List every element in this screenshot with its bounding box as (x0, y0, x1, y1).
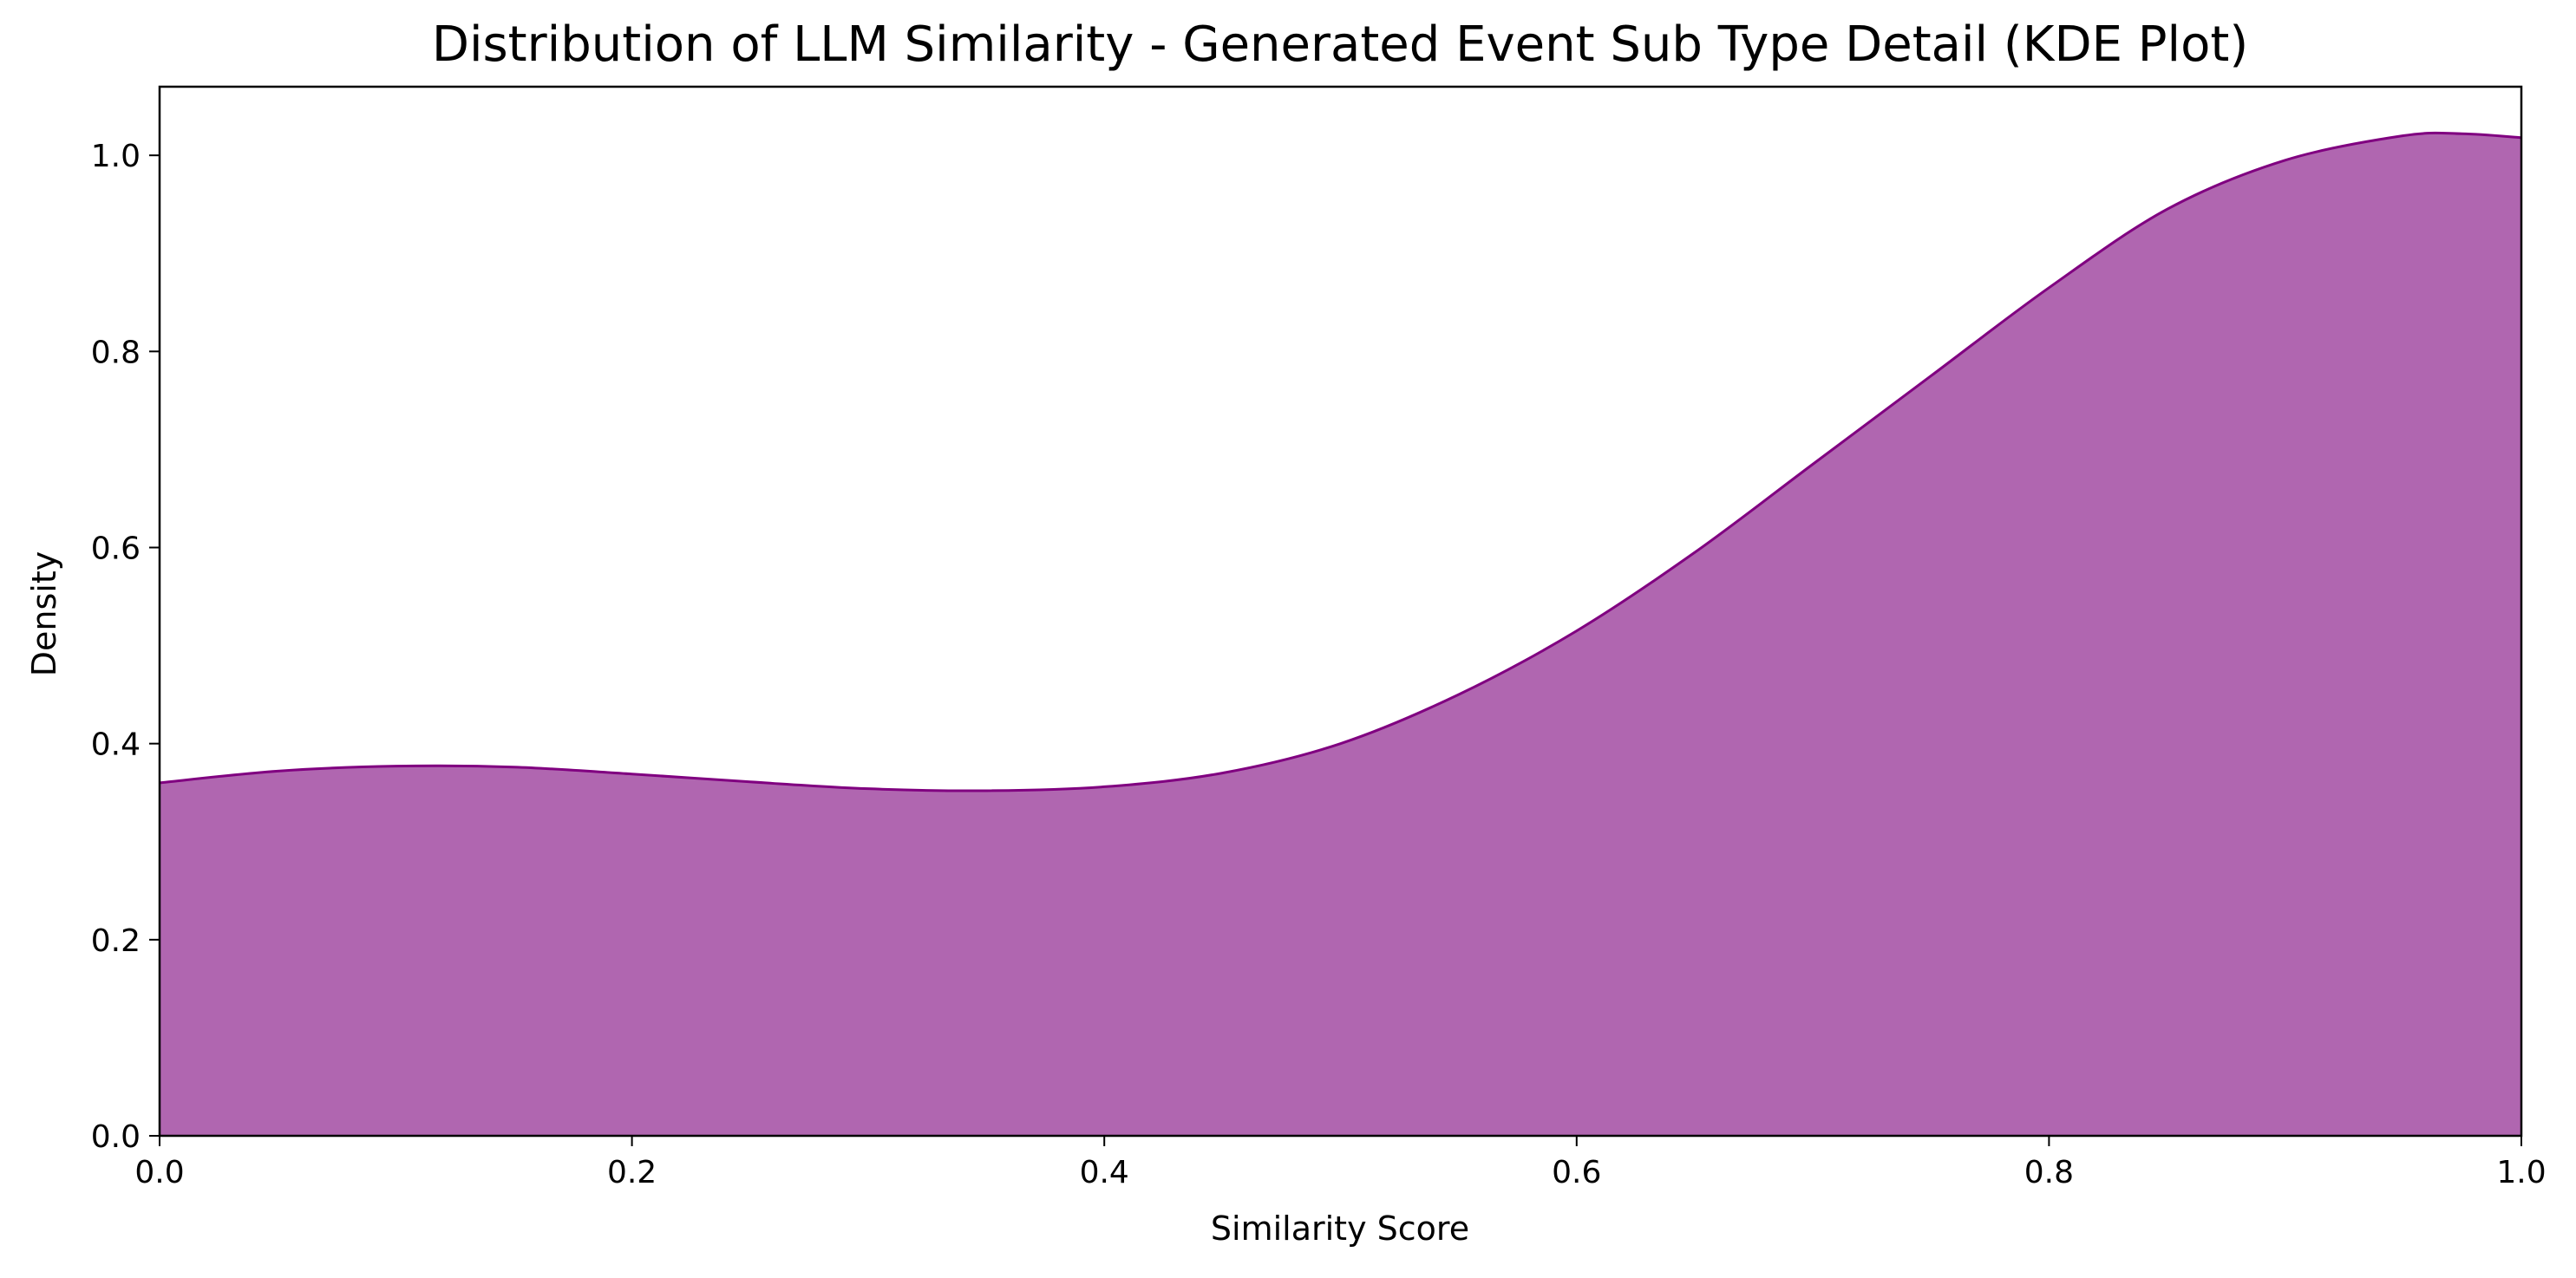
plot-area (159, 131, 2522, 1136)
x-axis-ticks: 0.0 0.2 0.4 0.6 0.8 1.0 (134, 1136, 2547, 1190)
y-axis-label: Density (25, 551, 63, 676)
y-tick-label: 1.0 (91, 139, 141, 174)
x-tick-label: 0.2 (607, 1155, 657, 1190)
x-axis-label: Similarity Score (1211, 1210, 1469, 1248)
kde-area-fill (160, 133, 2521, 1136)
x-tick-label: 0.0 (134, 1155, 184, 1190)
y-tick-label: 0.8 (91, 335, 141, 370)
y-tick-label: 0.6 (91, 531, 141, 566)
y-tick-label: 0.4 (91, 727, 141, 763)
x-tick-label: 0.8 (2024, 1155, 2074, 1190)
x-tick-label: 0.6 (1552, 1155, 1601, 1190)
kde-density-line (159, 131, 2522, 792)
x-tick-label: 0.4 (1080, 1155, 1129, 1190)
chart-title: Distribution of LLM Similarity - Generat… (432, 16, 2248, 73)
y-axis-ticks: 0.0 0.2 0.4 0.6 0.8 1.0 (91, 139, 160, 1155)
y-tick-label: 0.0 (91, 1119, 141, 1155)
x-tick-label: 1.0 (2496, 1155, 2546, 1190)
y-tick-label: 0.2 (91, 923, 141, 959)
plot-frame (158, 85, 2523, 1138)
